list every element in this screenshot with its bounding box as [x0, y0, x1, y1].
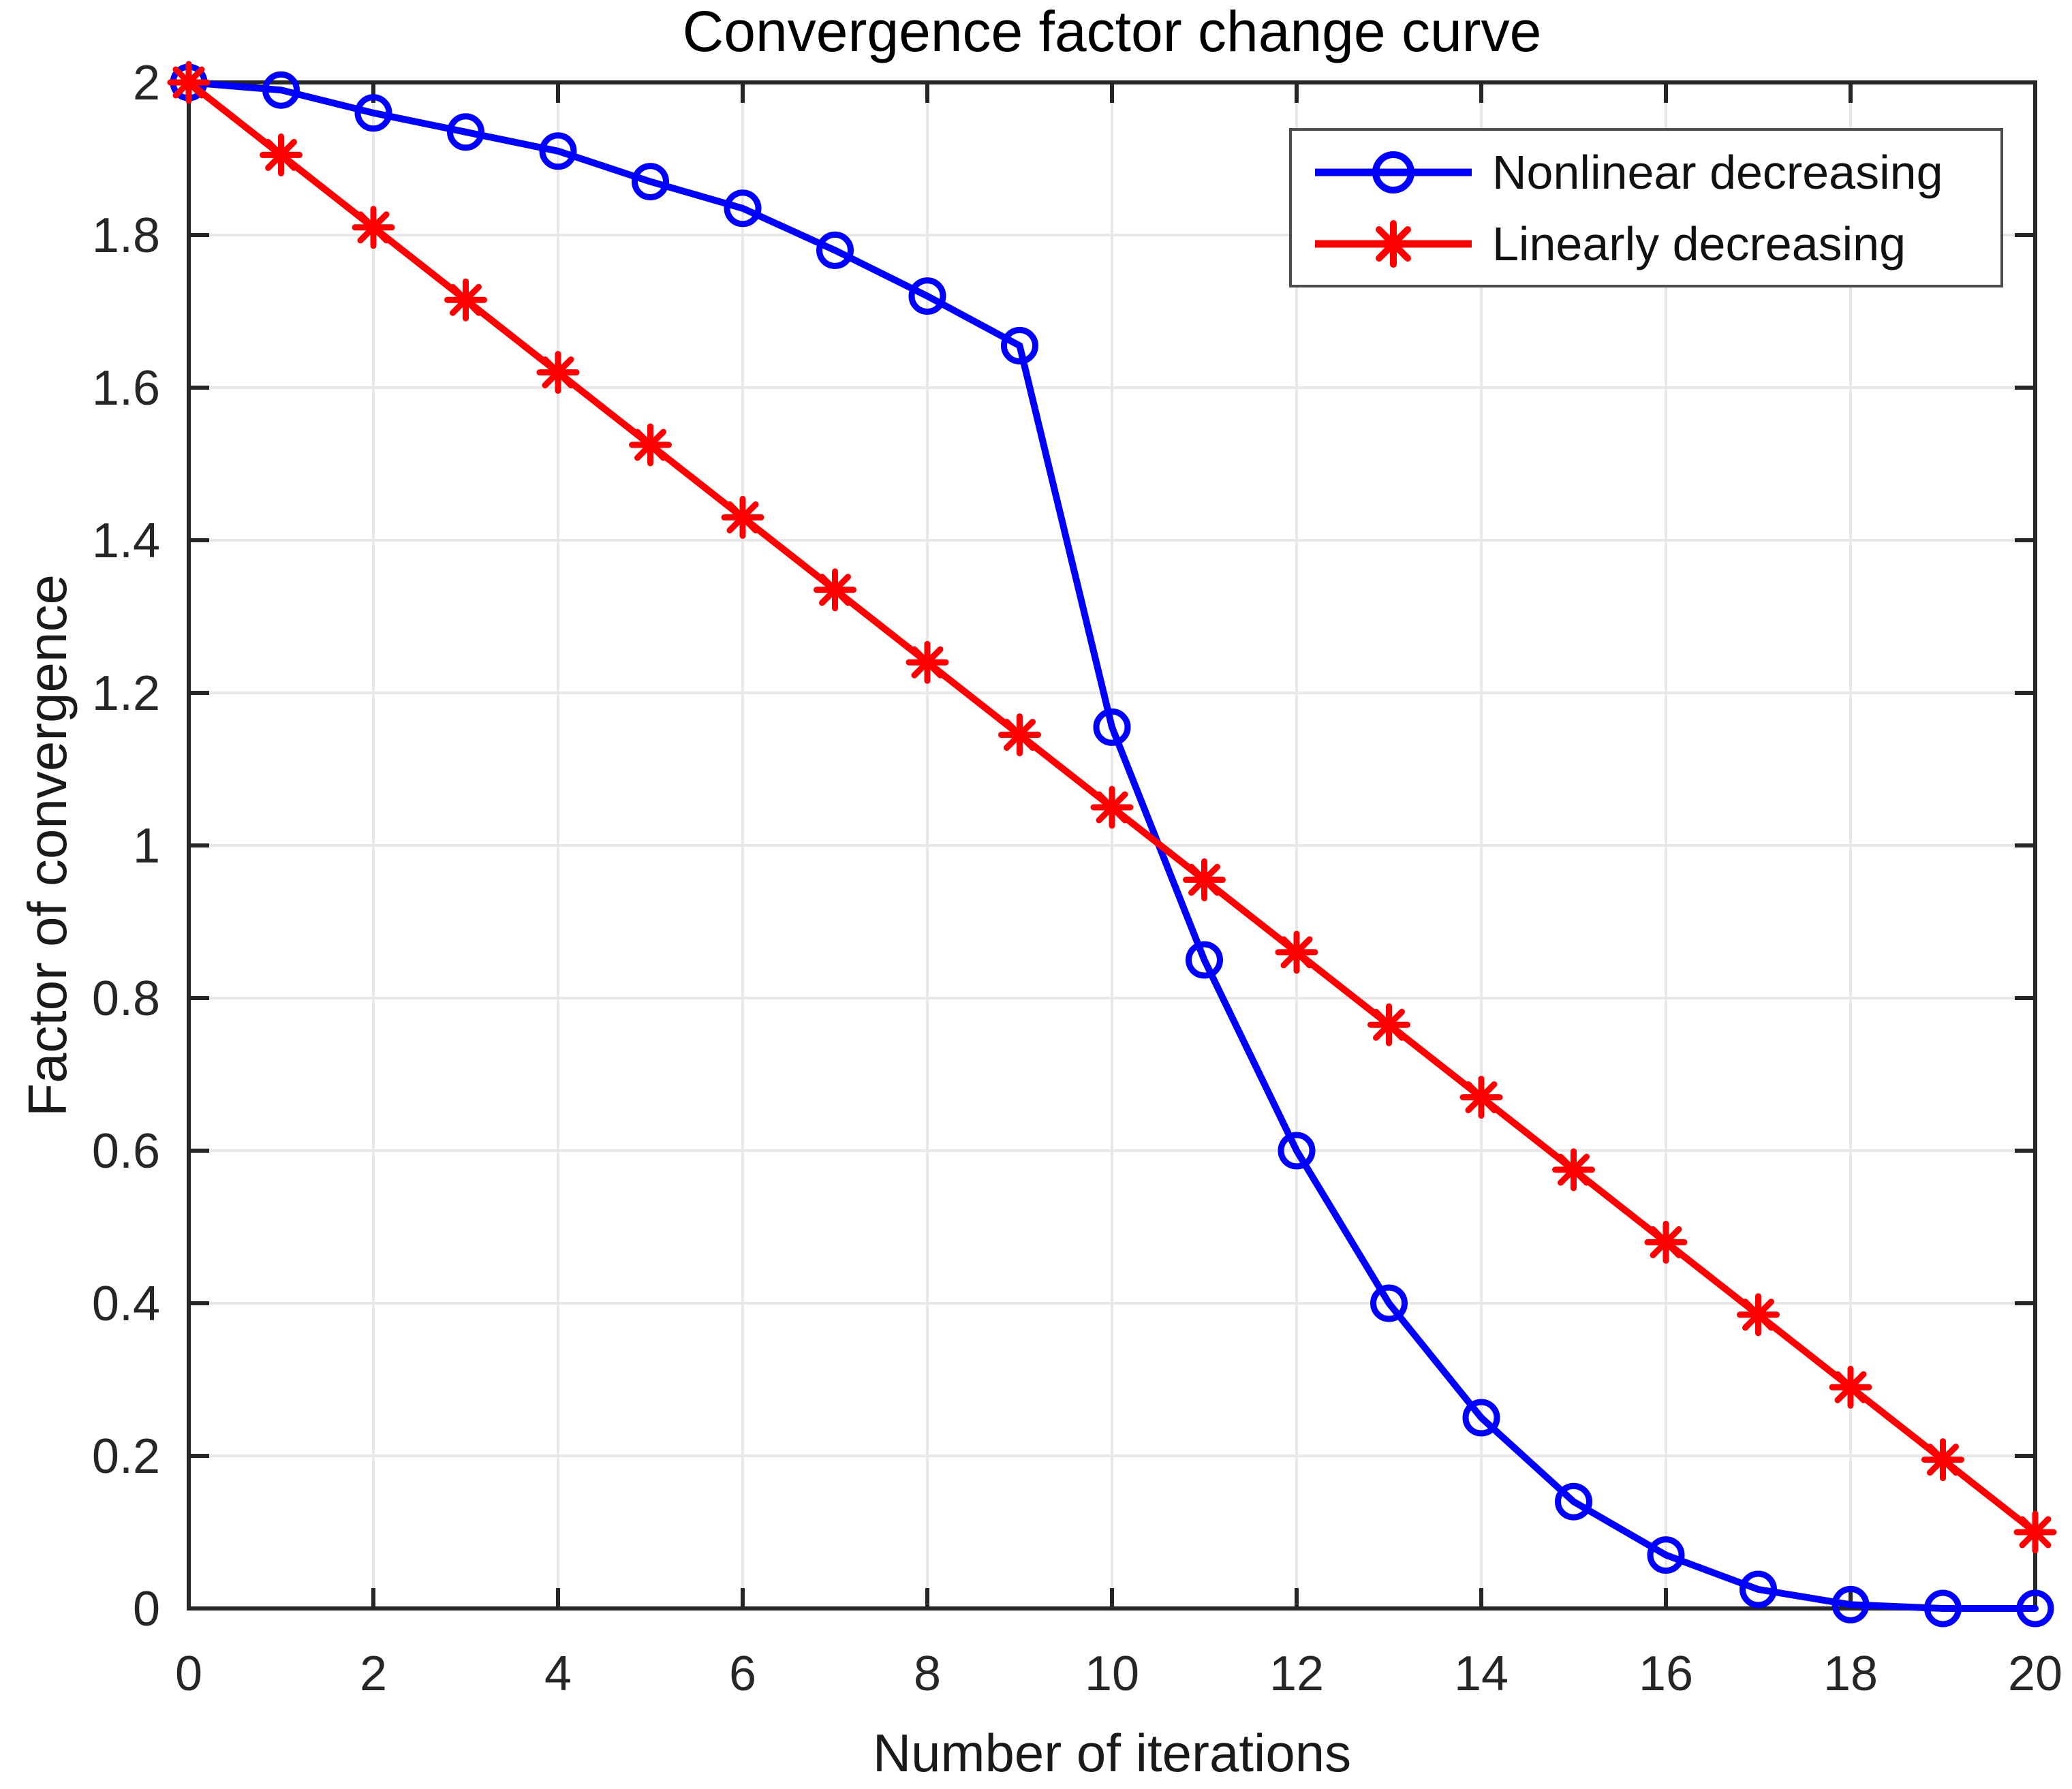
- data-point-asterisk: [444, 278, 487, 322]
- legend-line-asterisk-icon: [1315, 219, 1472, 268]
- x-tick-label: 0: [175, 1647, 202, 1701]
- data-point-asterisk: [260, 133, 303, 176]
- data-point-asterisk: [1737, 1293, 1780, 1337]
- y-tick-label: 0.8: [92, 971, 160, 1026]
- data-point-circle: [2016, 1589, 2054, 1628]
- legend: Nonlinear decreasing Linearly decreasing: [1289, 128, 2003, 287]
- x-tick-label: 6: [729, 1647, 756, 1701]
- x-axis-label: Number of iterations: [872, 1723, 1352, 1783]
- data-point-circle: [1739, 1570, 1777, 1608]
- data-point-asterisk: [998, 713, 1041, 757]
- data-point-circle: [1093, 708, 1131, 746]
- data-point-circle: [632, 163, 669, 201]
- y-tick-label: 1.2: [92, 666, 160, 721]
- series-line-nonlinear: [185, 79, 2039, 1612]
- data-point-asterisk: [721, 495, 764, 539]
- data-point-circle: [447, 113, 484, 151]
- x-tick-label: 8: [914, 1647, 941, 1701]
- y-tick-label: 0.6: [92, 1124, 160, 1179]
- x-tick-label: 18: [1823, 1647, 1878, 1701]
- data-point-asterisk: [536, 351, 580, 394]
- data-point-circle: [354, 94, 392, 132]
- y-tick-label: 1.4: [92, 514, 160, 568]
- y-tick-label: 1.8: [92, 208, 160, 263]
- x-tick-label: 4: [544, 1647, 572, 1701]
- data-point-asterisk: [1644, 1220, 1688, 1264]
- data-point-asterisk: [1552, 1148, 1595, 1192]
- data-point-circle: [1924, 1589, 1962, 1628]
- y-axis-label: Factor of convergence: [17, 574, 78, 1117]
- data-point-asterisk: [814, 568, 856, 612]
- data-point-circle: [1001, 326, 1038, 364]
- data-point-circle: [1831, 1585, 1870, 1623]
- data-point-asterisk: [906, 640, 949, 684]
- y-tick-label: 0.2: [92, 1429, 160, 1484]
- x-tick-label: 20: [2008, 1647, 2062, 1701]
- x-tick-label: 14: [1454, 1647, 1509, 1701]
- legend-item-linear: Linearly decreasing: [1308, 210, 1994, 278]
- data-point-asterisk: [1829, 1365, 1872, 1409]
- chart-title: Convergence factor change curve: [682, 0, 1542, 63]
- data-point-circle: [539, 132, 577, 170]
- legend-label-nonlinear: Nonlinear decreasing: [1492, 145, 1943, 199]
- gridlines: [189, 82, 2035, 1608]
- data-point-circle: [1462, 1399, 1500, 1437]
- data-point-circle: [1555, 1482, 1592, 1521]
- data-point-asterisk: [1090, 785, 1134, 829]
- x-tick-label: 16: [1639, 1647, 1693, 1701]
- x-tick-label: 2: [360, 1647, 387, 1701]
- y-tick-label: 1.6: [92, 361, 160, 416]
- data-point-circle: [262, 71, 300, 109]
- x-tick-label: 12: [1269, 1647, 1324, 1701]
- series-markers-linear: [167, 61, 2057, 1554]
- data-point-asterisk: [1183, 858, 1226, 901]
- data-point-asterisk: [1459, 1076, 1503, 1119]
- data-point-asterisk: [1275, 931, 1318, 974]
- data-point-asterisk: [629, 423, 672, 467]
- data-point-circle: [816, 231, 854, 269]
- legend-line-circle-icon: [1315, 151, 1472, 193]
- data-point-circle: [1186, 941, 1223, 979]
- legend-label-linear: Linearly decreasing: [1492, 217, 1906, 270]
- x-tick-label: 10: [1085, 1647, 1139, 1701]
- data-point-circle: [1370, 1284, 1408, 1322]
- data-point-circle: [724, 189, 762, 228]
- data-point-asterisk: [1921, 1438, 1964, 1482]
- data-point-circle: [1647, 1536, 1685, 1574]
- data-point-asterisk: [167, 61, 211, 104]
- y-tick-label: 0: [133, 1582, 160, 1636]
- data-point-circle: [908, 277, 946, 315]
- y-tick-label: 0.4: [92, 1277, 160, 1331]
- legend-item-nonlinear: Nonlinear decreasing: [1308, 138, 1994, 206]
- data-point-asterisk: [2013, 1510, 2057, 1554]
- data-point-asterisk: [1367, 1003, 1410, 1046]
- y-tick-label: 2: [133, 56, 160, 110]
- tick-marks: [187, 80, 2037, 1611]
- y-tick-label: 1: [133, 819, 160, 873]
- data-point-circle: [1278, 1132, 1316, 1170]
- data-point-asterisk: [352, 206, 395, 249]
